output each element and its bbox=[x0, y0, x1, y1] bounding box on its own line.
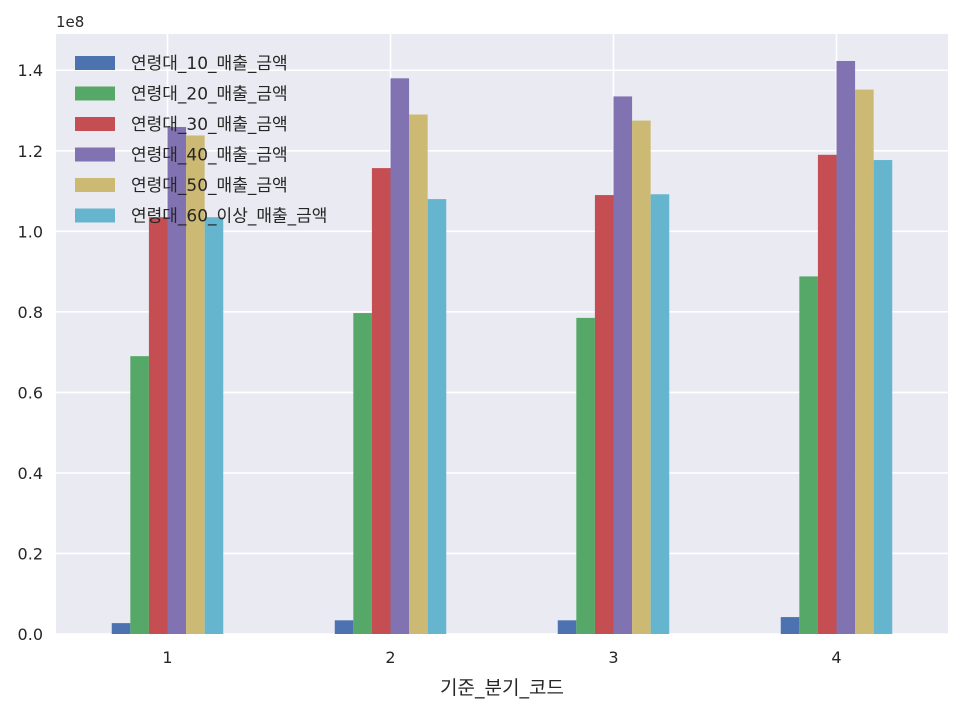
bar-연령대_10_매출_금액-1 bbox=[111, 623, 131, 634]
bars bbox=[111, 60, 893, 635]
legend-swatch bbox=[75, 56, 115, 70]
legend-swatch bbox=[75, 86, 115, 101]
y-tick-label: 1.2 bbox=[18, 142, 43, 161]
y-tick-label: 0.6 bbox=[18, 383, 43, 402]
legend-swatch bbox=[75, 208, 115, 223]
bar-연령대_60_이상_매출_금액-4 bbox=[873, 160, 893, 634]
x-axis-ticks: 1 2 3 4 bbox=[162, 648, 841, 667]
y-tick-label: 0.4 bbox=[18, 464, 43, 483]
y-offset-label: 1e8 bbox=[56, 13, 84, 31]
legend-label: 연령대_30_매출_금액 bbox=[131, 115, 288, 135]
bar-연령대_30_매출_금액-3 bbox=[594, 195, 614, 634]
bar-연령대_40_매출_금액-3 bbox=[613, 96, 633, 634]
bar-연령대_50_매출_금액-3 bbox=[632, 120, 651, 635]
legend-label: 연령대_20_매출_금액 bbox=[131, 85, 288, 105]
y-tick-label: 0.0 bbox=[18, 625, 43, 644]
bar-연령대_50_매출_금액-2 bbox=[409, 114, 428, 634]
y-tick-label: 1.0 bbox=[18, 222, 43, 241]
bar-연령대_40_매출_금액-4 bbox=[836, 60, 856, 635]
bar-연령대_30_매출_금액-1 bbox=[148, 217, 168, 634]
x-tick-label: 3 bbox=[608, 648, 618, 667]
bar-연령대_10_매출_금액-4 bbox=[780, 617, 800, 634]
legend-label: 연령대_50_매출_금액 bbox=[131, 176, 288, 196]
y-tick-label: 1.4 bbox=[18, 61, 43, 80]
bar-연령대_30_매출_금액-4 bbox=[817, 154, 837, 635]
x-tick-label: 2 bbox=[385, 648, 395, 667]
bar-연령대_60_이상_매출_금액-2 bbox=[427, 199, 447, 634]
bar-연령대_10_매출_금액-3 bbox=[557, 620, 577, 634]
y-tick-label: 0.2 bbox=[18, 544, 43, 563]
legend-swatch bbox=[75, 117, 115, 131]
bar-연령대_50_매출_금액-4 bbox=[855, 89, 874, 634]
x-tick-label: 4 bbox=[831, 648, 841, 667]
legend-label: 연령대_40_매출_금액 bbox=[131, 146, 288, 166]
bar-연령대_30_매출_금액-2 bbox=[371, 168, 391, 634]
bar-연령대_20_매출_금액-1 bbox=[130, 356, 149, 634]
legend-swatch bbox=[75, 147, 115, 162]
bar-연령대_50_매출_금액-1 bbox=[186, 135, 205, 635]
bar-연령대_60_이상_매출_금액-3 bbox=[650, 194, 670, 634]
legend-label: 연령대_10_매출_금액 bbox=[131, 54, 288, 74]
bar-연령대_20_매출_금액-2 bbox=[353, 313, 372, 634]
bar-연령대_40_매출_금액-1 bbox=[167, 127, 187, 634]
y-tick-label: 0.8 bbox=[18, 303, 43, 322]
x-axis-label: 기준_분기_코드 bbox=[440, 677, 564, 699]
bar-연령대_20_매출_금액-3 bbox=[576, 317, 595, 634]
x-tick-label: 1 bbox=[162, 648, 172, 667]
y-axis-ticks: 0.0 0.2 0.4 0.6 0.8 1.0 1.2 1.4 bbox=[18, 61, 43, 644]
bar-연령대_40_매출_금액-2 bbox=[390, 78, 410, 635]
legend-label: 연령대_60_이상_매출_금액 bbox=[131, 207, 327, 227]
bar-연령대_20_매출_금액-4 bbox=[799, 276, 818, 634]
legend-swatch bbox=[75, 178, 115, 192]
bar-연령대_60_이상_매출_금액-1 bbox=[204, 217, 224, 634]
legend: 연령대_10_매출_금액연령대_20_매출_금액연령대_30_매출_금액연령대_… bbox=[75, 54, 327, 227]
bar-연령대_10_매출_금액-2 bbox=[334, 620, 354, 634]
